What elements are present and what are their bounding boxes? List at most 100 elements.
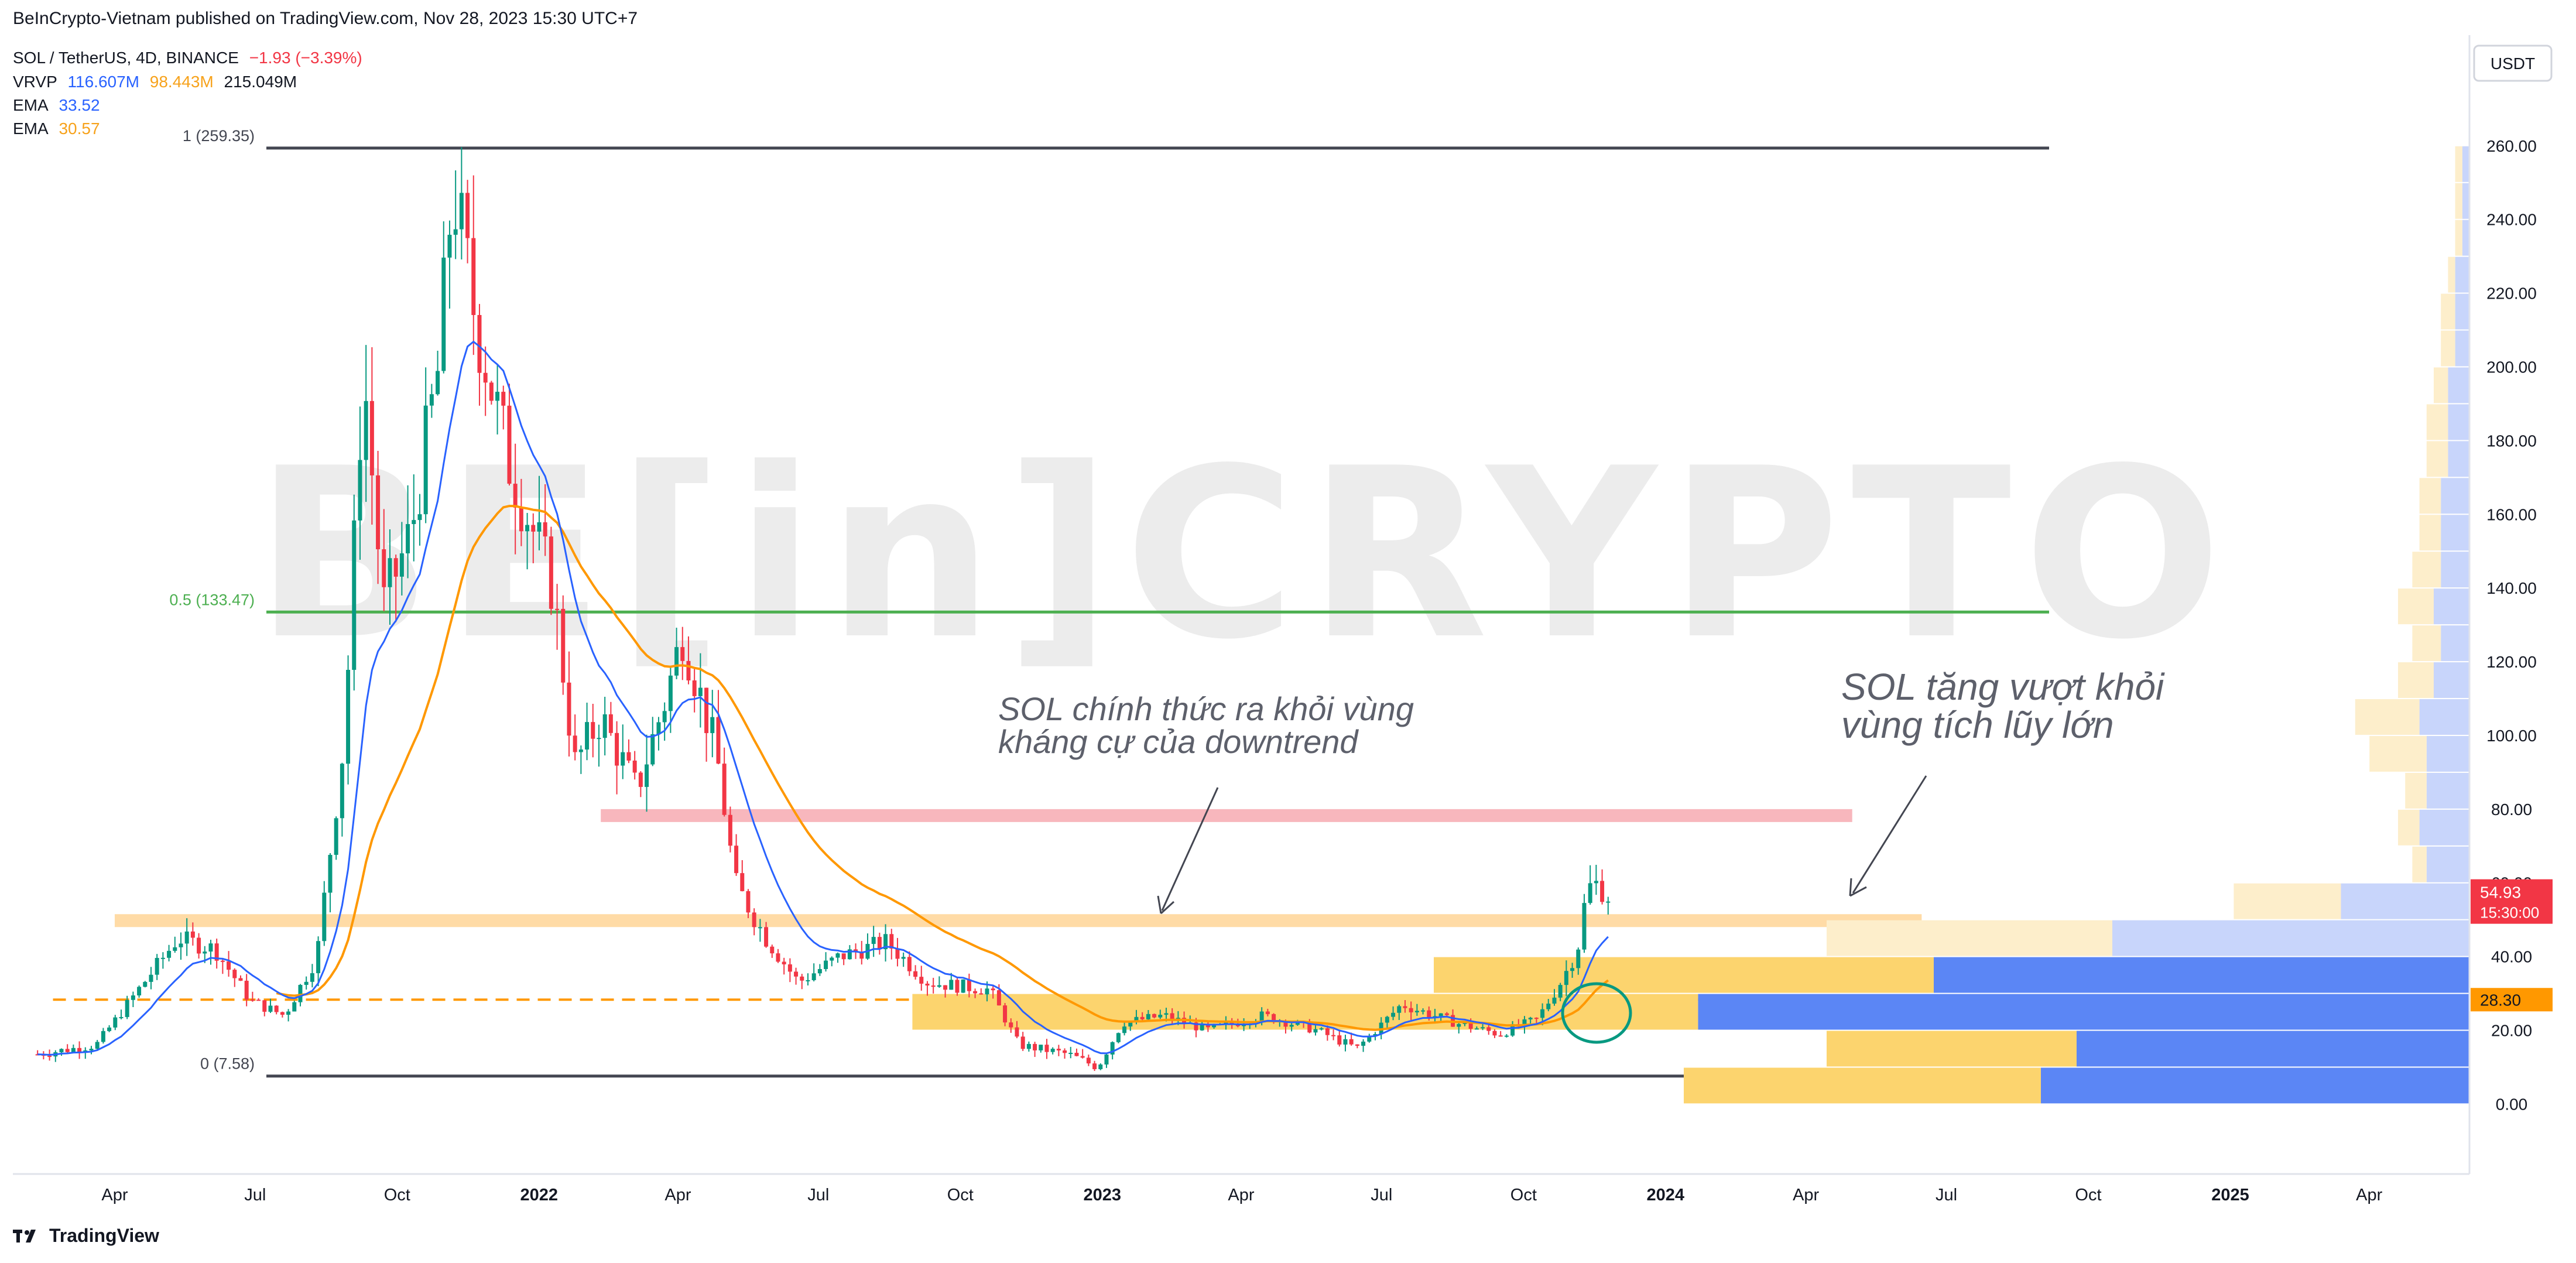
volume-bar-down xyxy=(2434,588,2469,625)
arrow-head-icon xyxy=(1157,895,1175,915)
candle-body xyxy=(1498,1035,1503,1037)
price-change: −1.93 (−3.39%) xyxy=(249,49,362,67)
x-tick-label: Apr xyxy=(101,1186,128,1204)
candle-body xyxy=(436,371,440,395)
volume-bar-up xyxy=(2426,441,2448,477)
x-tick-label: 2022 xyxy=(520,1186,559,1204)
candle-body xyxy=(937,985,941,987)
volume-bar-down xyxy=(2441,515,2469,551)
volume-bar-up xyxy=(1827,1031,2077,1067)
candle-body xyxy=(393,558,398,577)
volume-bar-down xyxy=(2455,330,2469,367)
candle-body xyxy=(991,988,995,991)
candle-body xyxy=(1558,985,1563,998)
candle-body xyxy=(913,971,918,977)
candle-body xyxy=(1391,1012,1396,1017)
ema-slow-legend[interactable]: EMA 30.57 xyxy=(13,117,106,141)
candle-body xyxy=(800,976,804,981)
volume-bar-up xyxy=(2426,404,2448,440)
candle-body xyxy=(459,193,464,230)
vrvp-total-volume: 215.049M xyxy=(224,73,297,91)
volume-bar-up xyxy=(1827,920,2112,956)
candle-body xyxy=(949,980,954,990)
candle-body xyxy=(160,957,165,959)
candle-body xyxy=(919,977,924,984)
volume-bar-down xyxy=(2462,183,2469,219)
candle-body xyxy=(298,985,303,1002)
candle-body xyxy=(268,1005,273,1012)
symbol-legend[interactable]: SOL / TetherUS, 4D, BINANCE −1.93 (−3.39… xyxy=(13,46,368,70)
candle-body xyxy=(1104,1054,1109,1065)
candle-body xyxy=(686,660,691,681)
volume-bar-down xyxy=(2448,404,2469,440)
y-tick-label: 40.00 xyxy=(2491,948,2532,966)
y-tick-label: 200.00 xyxy=(2486,358,2537,376)
candle-body xyxy=(817,968,822,974)
candle-body xyxy=(645,764,649,787)
y-tick-label: 220.00 xyxy=(2486,285,2537,303)
volume-bar-up xyxy=(2455,183,2462,219)
level-price-label: 28.30 xyxy=(2480,991,2521,1009)
candle-body xyxy=(197,937,201,954)
candle-body xyxy=(429,394,434,406)
candle-body xyxy=(573,735,577,752)
candle-body xyxy=(519,507,523,532)
candle-body xyxy=(262,1000,267,1012)
candle-body xyxy=(59,1049,64,1053)
candle-body xyxy=(346,669,351,764)
x-tick-label: 2025 xyxy=(2211,1186,2249,1204)
candle-body xyxy=(847,949,852,960)
candle-body xyxy=(1044,1045,1049,1052)
candle-body xyxy=(1576,949,1581,968)
candle-body xyxy=(1468,1022,1473,1029)
published-line: BeInCrypto-Vietnam published on TradingV… xyxy=(13,9,638,28)
candle-body xyxy=(824,960,828,969)
candle-body xyxy=(764,927,769,947)
candle-body xyxy=(119,1016,124,1018)
tradingview-footer[interactable]: TradingView xyxy=(13,1225,159,1247)
volume-bar-down xyxy=(1698,994,2469,1030)
candle-body xyxy=(441,257,446,371)
candle-body xyxy=(244,980,249,1000)
candle-body xyxy=(1325,1028,1330,1035)
candle-body xyxy=(567,682,571,736)
candle-body xyxy=(1397,1006,1402,1013)
last-price-badge xyxy=(2471,879,2553,924)
candle-body xyxy=(238,978,243,981)
candle-body xyxy=(1158,1014,1163,1018)
candle-body xyxy=(787,964,792,972)
candle-body xyxy=(907,957,912,971)
ema-slow-line xyxy=(276,505,1609,1031)
candle-body xyxy=(417,514,422,521)
volume-bar-up xyxy=(2398,662,2434,699)
candle-body xyxy=(1528,1018,1533,1019)
candle-body xyxy=(1438,1013,1443,1016)
fib-level-label: 0.5 (133.47) xyxy=(169,591,255,608)
last-price-time: 15:30:00 xyxy=(2480,904,2539,922)
ema-fast-legend[interactable]: EMA 33.52 xyxy=(13,94,106,117)
candle-body xyxy=(854,949,858,952)
volume-bar-down xyxy=(2455,293,2469,330)
candle-body xyxy=(1039,1045,1043,1050)
candle-body xyxy=(137,987,142,996)
y-tick-label: 140.00 xyxy=(2486,579,2537,597)
candle-body xyxy=(214,943,219,961)
y-tick-label: 160.00 xyxy=(2486,505,2537,523)
candle-body xyxy=(1564,971,1568,985)
candle-body xyxy=(1259,1011,1264,1022)
breakout-circle xyxy=(1561,982,1632,1044)
candle-body xyxy=(1224,1022,1228,1024)
candle-body xyxy=(704,687,709,734)
candle-body xyxy=(227,961,231,970)
candle-body xyxy=(1474,1028,1479,1030)
candle-body xyxy=(179,943,183,947)
candle-body xyxy=(1361,1041,1366,1046)
candle-body xyxy=(895,948,900,959)
x-tick-label: Apr xyxy=(664,1186,691,1204)
vrvp-legend[interactable]: VRVP 116.607M 98.443M 215.049M xyxy=(13,70,303,94)
candle-body xyxy=(1403,1006,1407,1008)
candle-body xyxy=(489,382,494,401)
volume-bar-up xyxy=(1434,957,1934,993)
candle-body xyxy=(1594,881,1598,884)
